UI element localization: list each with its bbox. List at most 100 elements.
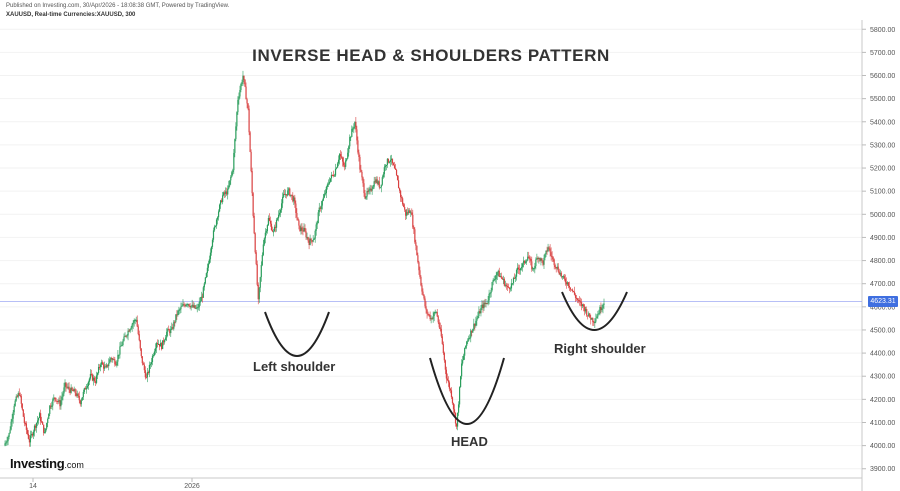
candle-body <box>27 433 30 439</box>
candle-body <box>599 306 601 314</box>
candle-body <box>270 223 273 231</box>
candle-body <box>490 290 492 294</box>
candle-body <box>72 389 74 392</box>
candle-body <box>262 244 264 255</box>
candle-body <box>562 276 564 278</box>
candle-body <box>600 306 602 311</box>
candle-body <box>387 158 390 163</box>
candle-body <box>351 128 353 137</box>
candle-body <box>217 211 220 218</box>
candle-body <box>526 260 528 262</box>
candle-body <box>193 305 195 308</box>
candle-body <box>468 338 470 341</box>
candle-body <box>123 336 125 341</box>
candle-body <box>200 296 202 302</box>
candle-body <box>364 193 366 199</box>
candle-body <box>596 316 598 319</box>
candle-body <box>90 373 93 375</box>
candle-body <box>428 314 430 316</box>
candle-body <box>78 395 80 401</box>
candle-body <box>155 343 158 349</box>
candle-body <box>415 242 417 246</box>
candle-body <box>419 270 421 277</box>
candle-body <box>136 319 138 327</box>
candle-body <box>394 168 397 170</box>
candle-body <box>273 226 276 232</box>
candle-body <box>440 328 442 337</box>
candle-body <box>587 315 589 317</box>
candle-body <box>80 400 82 405</box>
y-tick-label: 5400.00 <box>870 119 895 126</box>
candle-body <box>272 231 275 233</box>
candle-body <box>22 409 24 417</box>
candle-body <box>289 188 291 196</box>
candle-body <box>524 260 526 263</box>
candle-body <box>131 324 133 328</box>
candle-body <box>141 356 143 364</box>
candle-body <box>381 177 383 185</box>
candle-body <box>170 328 172 334</box>
candle-body <box>594 321 596 323</box>
y-tick-label: 5800.00 <box>870 27 895 34</box>
candle-body <box>329 178 332 182</box>
candle-body <box>150 362 153 365</box>
candle-body <box>60 400 62 407</box>
candle-body <box>534 266 536 269</box>
candle-body <box>369 188 371 190</box>
candle-body <box>551 255 553 258</box>
candle-body <box>63 387 65 394</box>
left-shoulder-curve <box>264 311 330 357</box>
candle-body <box>23 416 25 424</box>
candle-body <box>504 284 506 286</box>
candle-body <box>127 330 129 336</box>
candle-body <box>325 186 327 194</box>
candle-body <box>322 197 324 201</box>
candle-body <box>104 366 106 369</box>
candle-body <box>102 362 104 365</box>
candle-body <box>234 139 236 153</box>
candle-body <box>482 304 484 309</box>
candle-body <box>166 331 168 338</box>
candle-body <box>354 121 356 127</box>
candle-body <box>314 230 316 239</box>
candle-body <box>436 311 438 317</box>
candle-body <box>470 330 472 338</box>
candle-body <box>536 257 538 260</box>
candle-body <box>87 381 90 386</box>
candle-body <box>572 291 575 293</box>
candle-body <box>296 213 298 218</box>
candle-body <box>224 192 226 194</box>
candle-body <box>345 160 347 167</box>
candle-body <box>264 232 266 239</box>
candle-body <box>513 277 516 279</box>
x-tick-label: 14 <box>29 483 37 490</box>
candle-body <box>298 220 300 226</box>
candle-body <box>112 359 114 361</box>
candle-body <box>554 265 556 268</box>
candle-body <box>435 311 437 313</box>
candle-body <box>402 198 404 205</box>
candle-body <box>61 396 63 401</box>
candle-body <box>205 273 207 278</box>
candle-body <box>576 298 579 301</box>
candle-body <box>388 161 391 163</box>
y-tick-label: 4700.00 <box>870 281 895 288</box>
candle-body <box>595 318 597 322</box>
candle-body <box>244 79 246 87</box>
candle-body <box>423 294 425 299</box>
logo-brand: Investing <box>10 456 65 471</box>
candle-body <box>121 344 123 346</box>
candle-body <box>48 414 50 420</box>
candle-body <box>588 313 590 316</box>
candle-body <box>54 397 56 399</box>
candle-body <box>375 179 377 183</box>
candle-body <box>249 132 251 152</box>
candle-body <box>533 268 535 270</box>
candle-body <box>133 320 135 323</box>
candle-body <box>291 194 293 196</box>
candle-body <box>312 239 314 242</box>
candle-body <box>581 302 583 307</box>
candle-body <box>265 231 267 233</box>
candle-body <box>515 269 518 277</box>
candle-body <box>577 300 580 302</box>
